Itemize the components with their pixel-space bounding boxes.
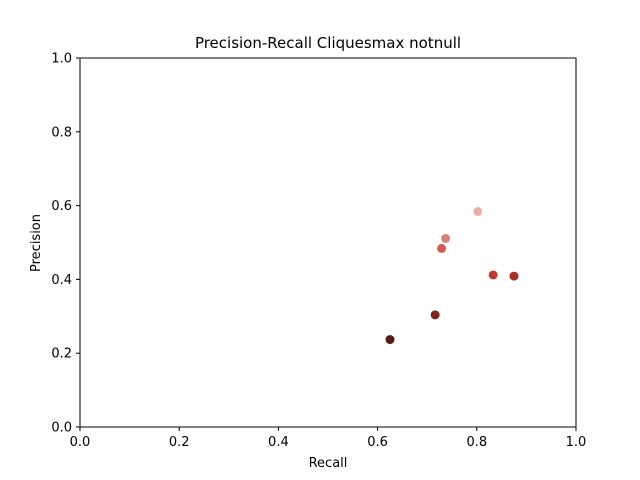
x-tick-label: 0.2: [169, 435, 190, 450]
data-point: [437, 243, 447, 253]
data-point: [441, 233, 451, 243]
y-tick-label: 1.0: [51, 52, 72, 67]
data-point: [488, 270, 498, 280]
y-tick-label: 0.6: [51, 199, 72, 214]
x-tick-label: 0.8: [466, 435, 487, 450]
y-tick-label: 0.0: [51, 421, 72, 436]
x-tick-label: 0.4: [268, 435, 289, 450]
x-tick-label: 1.0: [566, 435, 587, 450]
x-tick-label: 0.0: [70, 435, 91, 450]
plot-frame: [79, 57, 577, 428]
y-tick-label: 0.8: [51, 125, 72, 140]
y-axis-label: Precision: [29, 214, 44, 272]
y-axis-ticks: 0.0 0.2 0.4 0.6 0.8 1.0: [51, 52, 80, 436]
y-tick-label: 0.2: [51, 347, 72, 362]
data-point: [385, 335, 395, 345]
x-axis-ticks: 0.0 0.2 0.4 0.6 0.8 1.0: [70, 427, 587, 450]
data-point: [430, 310, 440, 320]
chart-title: Precision-Recall Cliquesmax notnull: [195, 34, 461, 52]
x-axis-label: Recall: [309, 456, 348, 471]
points-layer: [385, 207, 519, 345]
data-point: [473, 207, 483, 217]
x-tick-label: 0.6: [367, 435, 388, 450]
y-tick-label: 0.4: [51, 273, 72, 288]
data-point: [509, 271, 519, 281]
